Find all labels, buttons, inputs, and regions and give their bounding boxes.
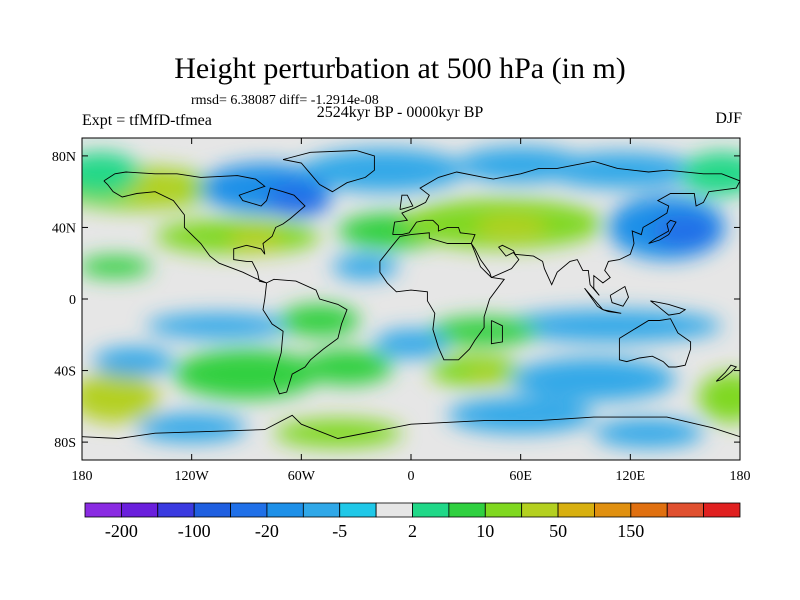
colorbar-bin-12 xyxy=(521,502,559,518)
season-label: DJF xyxy=(715,110,742,127)
y-tick-label: 40N xyxy=(52,221,76,236)
colorbar-label: 10 xyxy=(476,521,494,541)
colorbar-bin-6 xyxy=(302,502,341,518)
coastline-8 xyxy=(584,288,604,311)
x-tick-label: 120W xyxy=(175,469,210,484)
colorbar-bin-17 xyxy=(703,502,741,518)
coastline-3 xyxy=(392,160,740,296)
anomaly-region-17 xyxy=(332,254,399,280)
coastline-9 xyxy=(602,309,622,314)
anomaly-region-14 xyxy=(82,152,141,196)
y-tick-label: 40S xyxy=(54,365,76,380)
coastline-12 xyxy=(490,320,503,345)
period-label: 2524kyr BP - 0000kyr BP xyxy=(316,104,484,121)
colorbar-label: -100 xyxy=(178,521,211,541)
anomaly-region-18 xyxy=(146,313,293,339)
anomaly-region-26 xyxy=(374,329,448,359)
anomaly-region-32 xyxy=(273,418,402,448)
colorbar-bin-2 xyxy=(157,502,195,518)
anomaly-region-33 xyxy=(136,413,247,443)
colorbar-label: 50 xyxy=(549,521,567,541)
colorbar-bin-1 xyxy=(120,502,159,518)
x-tick-label: 60W xyxy=(288,469,316,484)
coastline-14 xyxy=(82,414,740,439)
y-tick-label: 80S xyxy=(54,436,76,451)
colorbar-bin-9 xyxy=(412,502,450,518)
anomaly-region-31 xyxy=(447,397,594,434)
colorbar-label: 2 xyxy=(408,521,417,541)
chart-title: Height perturbation at 500 hPa (in m) xyxy=(174,52,626,85)
coastline-4 xyxy=(379,232,506,361)
y-tick-label: 80N xyxy=(52,150,76,165)
x-axis: 180 120W 60W 0 60E 120E 180 xyxy=(72,138,751,484)
coastline-11 xyxy=(650,300,687,316)
anomaly-region-6 xyxy=(301,148,466,192)
anomaly-region-25 xyxy=(301,349,393,385)
coastline-0 xyxy=(103,171,306,284)
coastline-6 xyxy=(399,194,414,211)
colorbar: -200 -100 -20 -5 2 10 50 150 xyxy=(84,502,741,541)
experiment-label: Expt = tfMfD-tfmea xyxy=(82,112,212,129)
colorbar-bin-15 xyxy=(630,502,668,518)
x-tick-label: 0 xyxy=(408,469,415,484)
anomaly-region-12 xyxy=(652,213,719,249)
colorbar-label: -5 xyxy=(332,521,347,541)
y-tick-label: 0 xyxy=(69,293,76,308)
anomaly-region-16 xyxy=(82,256,152,278)
anomaly-region-30 xyxy=(698,372,740,423)
anomaly-region-22 xyxy=(82,372,159,423)
stats-line: rmsd= 6.38087 diff= -1.2914e-08 xyxy=(191,93,379,108)
y-axis: 80N 40N 0 40S 80S xyxy=(52,150,740,451)
coastline-2 xyxy=(262,278,348,395)
colorbar-bin-14 xyxy=(594,502,632,518)
colorbar-label: -20 xyxy=(255,521,279,541)
coastlines xyxy=(82,150,740,439)
coastline-10 xyxy=(609,285,629,307)
anomaly-region-10 xyxy=(474,214,549,240)
x-tick-label: 120E xyxy=(616,469,646,484)
colorbar-bin-3 xyxy=(193,502,231,518)
coastline-1 xyxy=(282,150,375,193)
anomaly-region-20 xyxy=(502,309,722,342)
colorbar-bin-16 xyxy=(666,502,705,518)
colorbar-label: -200 xyxy=(105,521,138,541)
anomaly-region-28 xyxy=(465,366,503,382)
colorbar-bin-7 xyxy=(339,502,377,518)
colorbar-bin-5 xyxy=(266,502,304,518)
colorbar-bin-11 xyxy=(484,502,523,518)
x-tick-label: 180 xyxy=(730,469,751,484)
colorbar-bin-4 xyxy=(230,502,268,518)
colorbar-label: 150 xyxy=(617,521,644,541)
x-tick-label: 60E xyxy=(509,469,532,484)
x-tick-label: 180 xyxy=(72,469,93,484)
colorbar-bin-0 xyxy=(84,502,122,518)
colorbar-bin-8 xyxy=(375,502,413,518)
coastline-7 xyxy=(648,219,677,244)
coastline-5 xyxy=(618,318,692,368)
anomaly-region-34 xyxy=(593,418,704,448)
anomaly-region-19 xyxy=(279,304,360,337)
colorbar-bin-13 xyxy=(557,502,595,518)
anomaly-region-13 xyxy=(544,152,698,189)
anomaly-region-5 xyxy=(228,227,283,253)
coastline-13 xyxy=(715,364,738,382)
anomaly-region-21 xyxy=(429,316,539,346)
anomaly-region-29 xyxy=(511,358,677,401)
anomaly-region-23 xyxy=(93,347,174,376)
anomaly-region-24 xyxy=(173,349,320,400)
colorbar-bin-10 xyxy=(448,502,486,518)
